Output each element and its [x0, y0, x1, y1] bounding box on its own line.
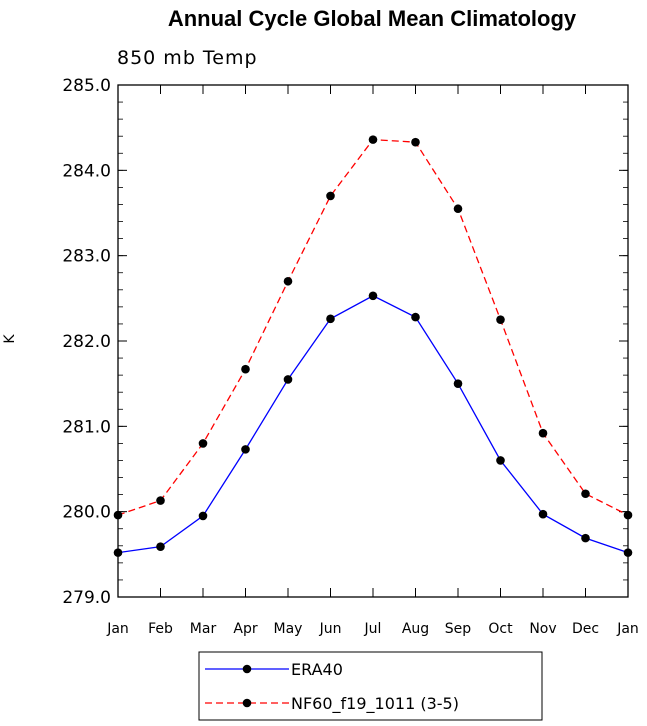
y-axis-label: K	[2, 334, 18, 344]
legend-label: ERA40	[291, 660, 343, 679]
legend: ERA40 NF60_f19_1011 (3-5)	[198, 651, 543, 721]
data-point	[411, 137, 420, 147]
x-tick-label: Apr	[233, 621, 257, 637]
x-tick-label: Jan	[616, 621, 639, 637]
x-tick-label: May	[274, 621, 303, 637]
data-point	[156, 542, 165, 551]
axes: 279.0 280.0 281.0 282.0 283.0 284.0 285.0 Jan Fe…	[62, 76, 638, 637]
data-point	[283, 276, 293, 286]
series-line	[117, 295, 629, 554]
x-tick-label: Jun	[319, 621, 342, 637]
y-tick-label: 284.0	[62, 161, 111, 181]
data-point	[623, 510, 633, 520]
x-tick-label: Jul	[364, 621, 382, 637]
chart-title: Annual Cycle Global Mean Climatology	[168, 6, 577, 31]
legend-marker	[242, 664, 252, 674]
data-point	[496, 315, 505, 324]
y-tick-label: 280.0	[62, 503, 111, 523]
data-point	[581, 533, 590, 543]
x-tick-label: Jan	[106, 621, 129, 637]
data-point	[283, 375, 293, 384]
y-tick-label: 285.0	[62, 76, 111, 96]
series-line	[117, 138, 629, 516]
series-layer	[113, 135, 633, 557]
chart-subtitle: 850 mb Temp	[117, 47, 258, 69]
x-tick-label: Oct	[488, 621, 513, 637]
data-point	[623, 548, 633, 557]
data-point	[538, 428, 548, 438]
data-point	[113, 548, 123, 557]
y-tick-label: 281.0	[62, 417, 111, 437]
data-point	[113, 510, 123, 520]
data-point	[368, 291, 378, 301]
data-point	[198, 511, 208, 521]
data-point	[241, 364, 250, 374]
y-tick-label: 282.0	[62, 332, 111, 352]
legend-marker	[242, 698, 252, 708]
data-point	[198, 439, 208, 448]
data-point	[453, 379, 463, 388]
data-point	[368, 135, 378, 144]
data-point	[581, 489, 590, 499]
data-point	[156, 496, 165, 505]
data-point	[326, 191, 335, 201]
data-point	[496, 456, 505, 465]
x-tick-label: Sep	[445, 621, 472, 637]
legend-box	[198, 651, 543, 721]
x-tick-label: Dec	[572, 621, 599, 637]
x-tick-label: Nov	[529, 621, 556, 637]
data-point	[411, 312, 420, 322]
data-point	[241, 445, 250, 454]
plot-frame	[117, 84, 629, 598]
y-tick-label: 279.0	[62, 588, 111, 608]
data-point	[538, 509, 548, 519]
data-point	[326, 314, 335, 324]
x-tick-label: Feb	[148, 621, 173, 637]
legend-label: NF60_f19_1011 (3-5)	[291, 694, 459, 714]
y-tick-label: 283.0	[62, 247, 111, 267]
x-tick-label: Mar	[190, 621, 217, 637]
data-point	[453, 204, 463, 214]
x-tick-label: Aug	[402, 621, 429, 637]
